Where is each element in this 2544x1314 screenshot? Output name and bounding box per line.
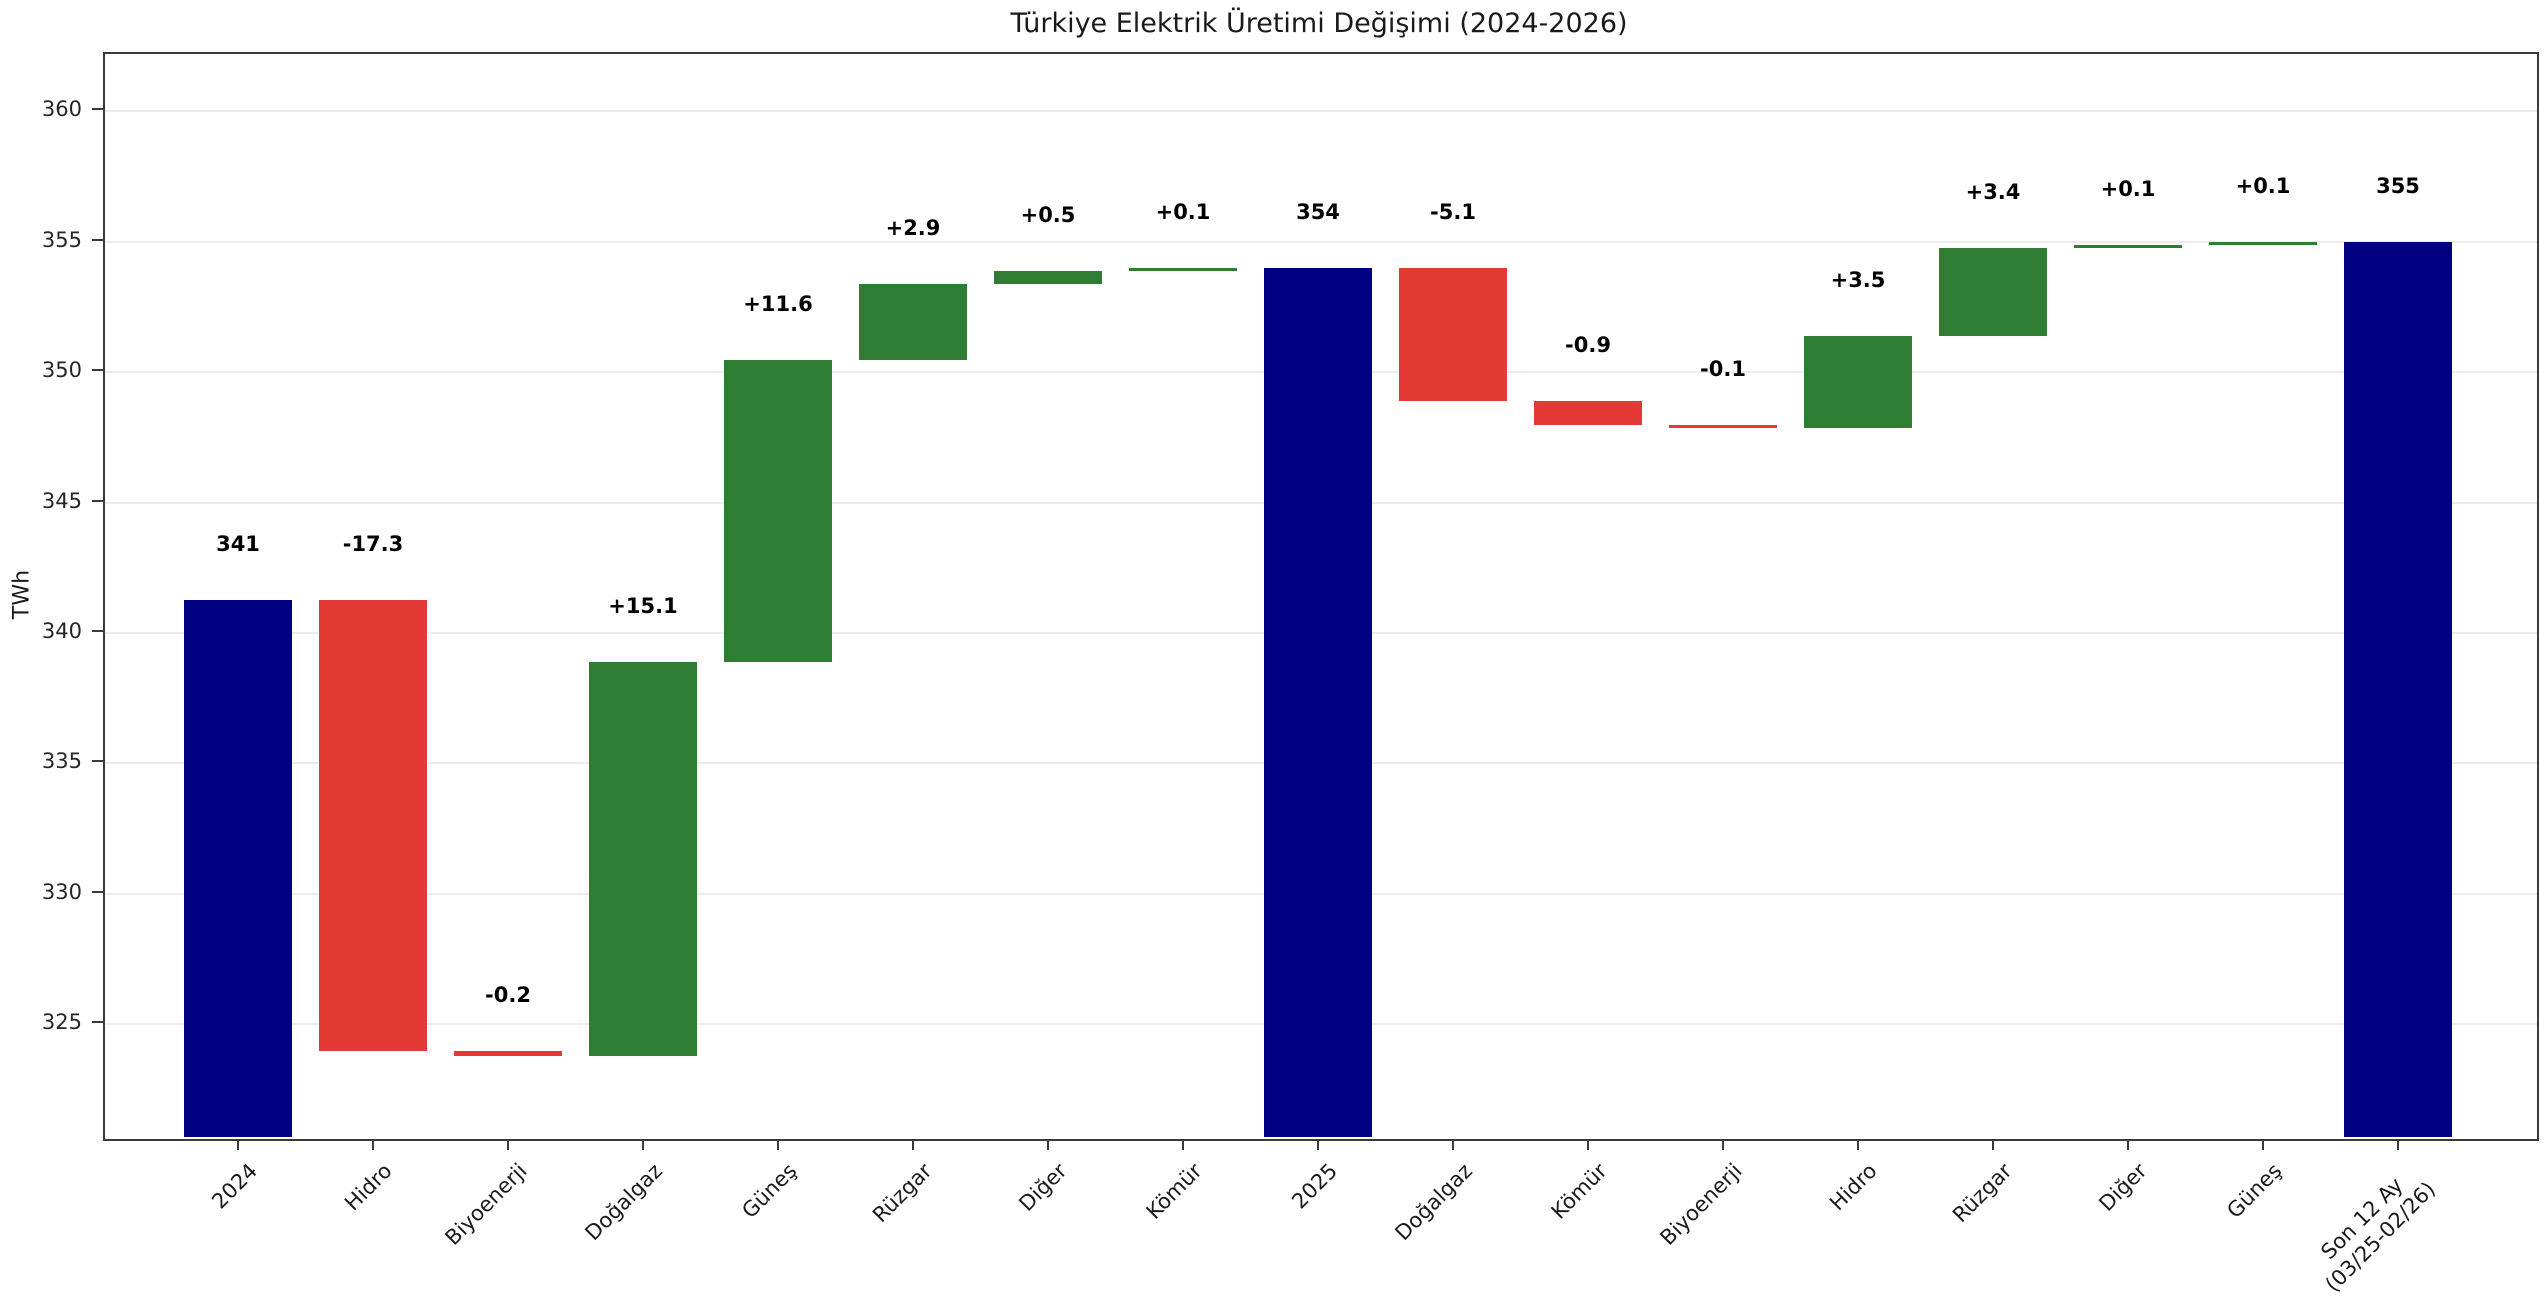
waterfall-bar-decrease bbox=[319, 599, 427, 1051]
bar-value-label: +3.5 bbox=[1830, 268, 1886, 293]
waterfall-bar-increase bbox=[1129, 268, 1237, 272]
x-tick-label: Son 12 Ay (03/25-02/26) bbox=[2316, 1172, 2441, 1297]
y-tick-mark bbox=[92, 238, 103, 241]
y-tick-label: 360 bbox=[41, 97, 82, 122]
gridline bbox=[105, 110, 2537, 113]
x-tick-mark bbox=[2262, 1139, 2264, 1150]
x-tick-label: Diğer bbox=[1014, 1158, 1072, 1216]
x-tick-label: Hidro bbox=[340, 1158, 397, 1216]
x-tick-mark bbox=[1452, 1139, 1454, 1150]
waterfall-bar-decrease bbox=[454, 1050, 562, 1057]
x-tick-label: Kömür bbox=[1141, 1158, 1207, 1224]
bar-value-label: +11.6 bbox=[743, 291, 813, 316]
bar-value-label: -5.1 bbox=[1430, 200, 1476, 225]
waterfall-bar-decrease bbox=[1534, 401, 1642, 425]
waterfall-bar-total bbox=[2344, 242, 2452, 1137]
bar-value-label: -0.1 bbox=[1700, 356, 1746, 381]
y-tick-label: 335 bbox=[41, 749, 82, 774]
bar-value-label: -0.2 bbox=[485, 982, 531, 1007]
y-tick-label: 345 bbox=[41, 488, 82, 513]
x-tick-mark bbox=[1722, 1139, 1724, 1150]
y-tick-mark bbox=[92, 630, 103, 632]
x-tick-label: Doğalgaz bbox=[1390, 1158, 1477, 1246]
x-tick-mark bbox=[2397, 1139, 2399, 1150]
bar-value-label: +0.5 bbox=[1020, 203, 1076, 228]
y-tick-label: 355 bbox=[41, 227, 82, 252]
y-tick-mark bbox=[92, 108, 103, 111]
bar-value-label: +0.1 bbox=[1155, 200, 1211, 225]
y-tick-mark bbox=[92, 369, 103, 372]
y-tick-label: 325 bbox=[41, 1010, 82, 1035]
waterfall-bar-increase bbox=[994, 271, 1102, 285]
bar-value-label: -0.9 bbox=[1565, 333, 1611, 358]
bar-value-label: 355 bbox=[2376, 174, 2420, 199]
x-tick-label: 2024 bbox=[206, 1158, 262, 1214]
waterfall-bar-increase bbox=[1939, 247, 2047, 337]
x-tick-label: Rüzgar bbox=[1948, 1158, 2017, 1228]
waterfall-bar-increase bbox=[2074, 245, 2182, 248]
waterfall-bar-total bbox=[1264, 268, 1372, 1137]
gridline bbox=[105, 240, 2537, 243]
x-tick-mark bbox=[507, 1139, 509, 1150]
bar-value-label: +15.1 bbox=[608, 594, 678, 619]
bar-value-label: -17.3 bbox=[342, 531, 404, 556]
x-tick-mark bbox=[777, 1139, 779, 1150]
waterfall-bar-increase bbox=[724, 359, 832, 663]
waterfall-bar-increase bbox=[859, 284, 967, 360]
x-tick-mark bbox=[1587, 1139, 1589, 1150]
y-tick-label: 350 bbox=[41, 358, 82, 383]
bar-value-label: +0.1 bbox=[2235, 174, 2291, 199]
waterfall-bar-increase bbox=[589, 662, 697, 1057]
x-tick-label: Hidro bbox=[1825, 1158, 1882, 1216]
y-tick-mark bbox=[92, 499, 103, 502]
x-tick-mark bbox=[372, 1139, 374, 1150]
waterfall-bar-total bbox=[184, 599, 292, 1137]
x-tick-mark bbox=[1182, 1139, 1184, 1150]
waterfall-bar-decrease bbox=[1669, 424, 1777, 428]
bar-value-label: +3.4 bbox=[1965, 179, 2021, 204]
waterfall-bar-increase bbox=[1804, 336, 1912, 428]
x-tick-mark bbox=[1857, 1139, 1859, 1150]
x-tick-label: Kömür bbox=[1546, 1158, 1612, 1224]
bar-value-label: 341 bbox=[216, 531, 260, 556]
chart-title: Türkiye Elektrik Üretimi Değişimi (2024-… bbox=[1010, 8, 1628, 39]
x-tick-mark bbox=[237, 1139, 239, 1150]
x-tick-label: Diğer bbox=[2094, 1158, 2152, 1216]
x-tick-mark bbox=[1317, 1139, 1319, 1150]
x-tick-label: Biyoenerji bbox=[440, 1158, 532, 1250]
x-tick-label: Biyoenerji bbox=[1655, 1158, 1747, 1250]
x-tick-mark bbox=[2127, 1139, 2129, 1150]
bar-value-label: 354 bbox=[1296, 200, 1340, 225]
y-tick-label: 330 bbox=[41, 879, 82, 904]
x-tick-label: Rüzgar bbox=[868, 1158, 937, 1228]
x-tick-mark bbox=[1992, 1139, 1994, 1150]
x-tick-label: Güneş bbox=[737, 1158, 802, 1223]
y-tick-mark bbox=[92, 760, 103, 763]
x-tick-mark bbox=[642, 1139, 644, 1150]
x-tick-mark bbox=[1047, 1139, 1049, 1150]
waterfall-bar-increase bbox=[2209, 242, 2317, 245]
waterfall-bar-decrease bbox=[1399, 268, 1507, 402]
y-tick-mark bbox=[92, 890, 103, 893]
x-tick-label: Doğalgaz bbox=[580, 1158, 667, 1246]
bar-value-label: +0.1 bbox=[2100, 177, 2156, 201]
y-tick-mark bbox=[92, 1021, 103, 1024]
y-tick-label: 340 bbox=[41, 619, 82, 643]
x-tick-label: 2025 bbox=[1286, 1158, 1342, 1214]
bar-value-label: +2.9 bbox=[885, 216, 941, 241]
x-tick-mark bbox=[912, 1139, 914, 1150]
x-tick-label: Güneş bbox=[2222, 1158, 2287, 1223]
